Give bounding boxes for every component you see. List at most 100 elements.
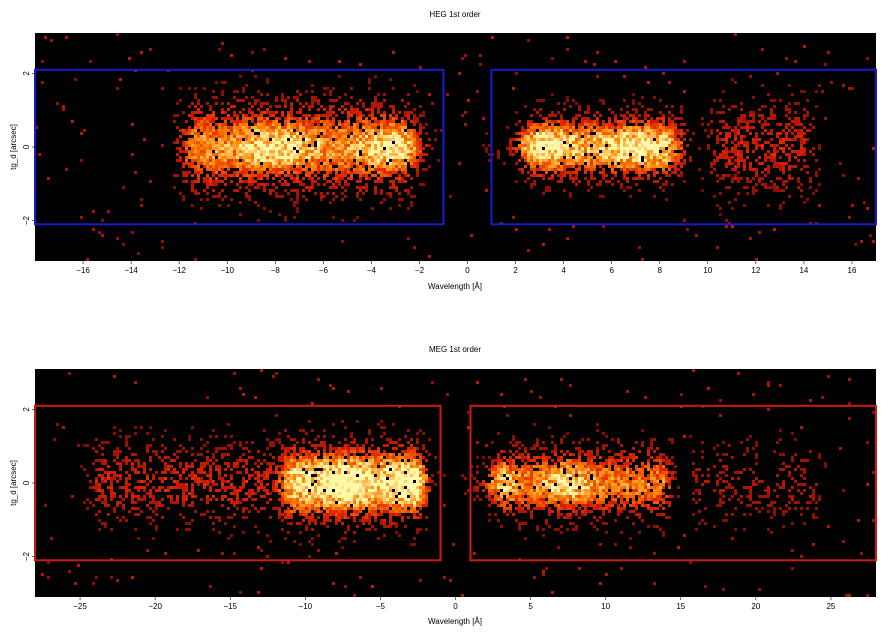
heatmap-pixel [533,168,536,171]
heatmap-pixel [398,147,401,150]
heatmap-pixel [386,123,389,126]
heatmap-pixel [626,171,629,174]
heatmap-pixel [776,132,779,135]
heatmap-pixel [86,474,89,477]
heatmap-pixel [554,138,557,141]
heatmap-pixel [791,120,794,123]
heatmap-pixel [638,177,641,180]
heatmap-pixel [446,93,449,96]
heatmap-pixel [290,141,293,144]
heatmap-pixel [128,435,131,438]
heatmap-pixel [548,156,551,159]
heatmap-pixel [389,138,392,141]
heatmap-pixel [722,90,725,93]
heatmap-pixel [188,114,191,117]
heatmap-pixel [692,132,695,135]
heatmap-pixel [296,123,299,126]
heatmap-pixel [176,528,179,531]
heatmap-pixel [353,489,356,492]
heatmap-pixel [602,135,605,138]
heatmap-pixel [191,492,194,495]
heatmap-pixel [269,171,272,174]
heatmap-pixel [650,120,653,123]
heatmap-pixel [215,117,218,120]
heatmap-pixel [329,492,332,495]
heatmap-pixel [641,162,644,165]
heatmap-pixel [296,156,299,159]
heatmap-pixel [146,474,149,477]
heatmap-pixel [317,453,320,456]
heatmap-pixel [719,177,722,180]
heatmap-pixel [311,492,314,495]
heatmap-pixel [410,147,413,150]
heatmap-pixel [737,129,740,132]
heatmap-pixel [191,474,194,477]
heatmap-pixel [650,129,653,132]
heatmap-pixel [362,138,365,141]
heatmap-pixel [248,492,251,495]
heatmap-pixel [353,519,356,522]
heatmap-pixel [338,132,341,135]
heatmap-pixel [338,453,341,456]
heatmap-pixel [185,528,188,531]
heatmap-pixel [344,504,347,507]
heatmap-pixel [569,192,572,195]
heatmap-pixel [314,159,317,162]
heatmap-pixel [233,138,236,141]
heatmap-pixel [311,543,314,546]
heatmap-pixel [596,141,599,144]
heatmap-pixel [356,477,359,480]
heatmap-pixel [326,180,329,183]
heatmap-pixel [341,516,344,519]
heatmap-pixel [146,504,149,507]
heatmap-pixel [353,129,356,132]
heatmap-pixel [515,162,518,165]
heatmap-pixel [272,189,275,192]
heatmap-pixel [644,171,647,174]
heatmap-pixel [710,165,713,168]
heatmap-pixel [533,141,536,144]
heatmap-pixel [605,180,608,183]
heatmap-pixel [614,162,617,165]
heatmap-pixel [209,177,212,180]
heatmap-pixel [245,147,248,150]
heatmap-pixel [359,165,362,168]
heatmap-pixel [350,159,353,162]
heatmap-pixel [650,138,653,141]
heatmap-pixel [620,126,623,129]
heatmap-pixel [752,168,755,171]
heatmap-pixel [161,87,164,90]
heatmap-pixel [293,504,296,507]
heatmap-pixel [293,177,296,180]
heatmap-pixel [314,486,317,489]
heatmap-pixel [374,75,377,78]
heatmap-pixel [614,153,617,156]
heatmap-pixel [311,141,314,144]
heatmap-pixel [230,198,233,201]
heatmap-pixel [659,165,662,168]
heatmap-pixel [566,162,569,165]
heatmap-pixel [533,123,536,126]
heatmap-pixel [248,129,251,132]
heatmap-pixel [749,165,752,168]
heatmap-pixel [629,129,632,132]
heatmap-pixel [338,519,341,522]
heatmap-pixel [722,150,725,153]
heatmap-pixel [224,138,227,141]
heatmap-pixel [257,486,260,489]
heatmap-pixel [233,144,236,147]
heatmap-pixel [338,510,341,513]
heatmap-pixel [299,474,302,477]
heatmap-pixel [218,531,221,534]
heatmap-pixel [296,501,299,504]
heatmap-pixel [269,141,272,144]
heatmap-pixel [320,486,323,489]
heatmap-pixel [191,183,194,186]
heatmap-pixel [407,111,410,114]
heatmap-pixel [233,492,236,495]
heatmap-pixel [815,159,818,162]
heatmap-pixel [563,102,566,105]
heatmap-pixel [290,504,293,507]
heatmap-pixel [197,174,200,177]
heatmap-pixel [779,141,782,144]
